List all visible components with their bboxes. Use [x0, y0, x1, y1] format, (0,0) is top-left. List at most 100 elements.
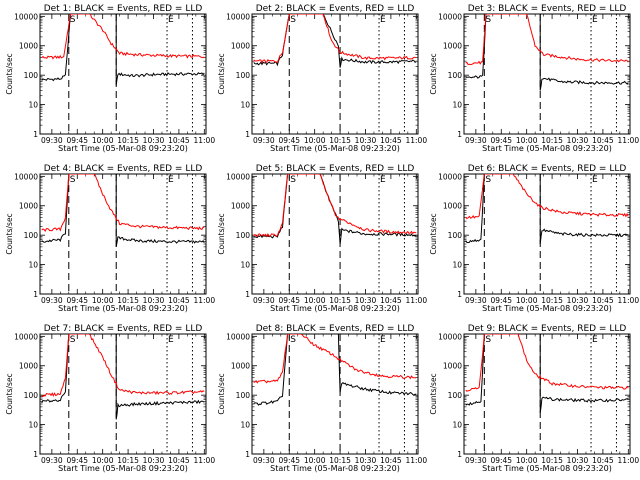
x-axis-label: Start Time (05-Mar-08 09:23:20): [58, 304, 188, 313]
end-marker: E: [168, 15, 174, 25]
plot-frame: [463, 333, 631, 455]
x-axis-label: Start Time (05-Mar-08 09:23:20): [270, 144, 400, 153]
x-axis-label: Start Time (05-Mar-08 09:23:20): [270, 464, 400, 473]
detector-panel: Det 6: BLACK = Events, RED = LLD 1 10 100 10…: [429, 164, 639, 313]
panel-title: Det 7: BLACK = Events, RED = LLD: [44, 324, 203, 334]
events-series-line: [253, 334, 417, 406]
x-tick-label: 09:45: [490, 456, 512, 465]
x-tick-label: 09:45: [66, 296, 88, 305]
x-tick-label: 09:30: [465, 296, 487, 305]
events-series-line: [465, 14, 629, 91]
y-tick-label: 1000: [19, 202, 38, 211]
x-tick-label: 09:45: [278, 296, 300, 305]
x-tick-label: 10:30: [143, 296, 165, 305]
detector-panel: Det 2: BLACK = Events, RED = LLD 1 10 100 10…: [217, 4, 427, 153]
x-tick-label: 11:00: [405, 136, 427, 145]
lld-series-line: [41, 174, 205, 232]
end-marker: E: [380, 335, 386, 345]
plot-frame: [251, 13, 419, 135]
y-axis-label: Counts/sec: [217, 53, 226, 94]
x-tick-label: 09:45: [490, 296, 512, 305]
start-marker: S: [290, 15, 296, 25]
x-tick-label: 11:00: [193, 296, 215, 305]
y-axis-label: Counts/sec: [217, 373, 226, 414]
x-tick-label: 10:15: [541, 136, 563, 145]
y-axis-label: Counts/sec: [5, 373, 14, 414]
end-marker: E: [380, 15, 386, 25]
x-tick-label: 10:45: [168, 456, 190, 465]
events-series-line: [41, 334, 205, 420]
x-tick-label: 10:00: [92, 296, 114, 305]
x-tick-label: 10:30: [567, 296, 589, 305]
detector-panel: Det 4: BLACK = Events, RED = LLD 1 10 100 10…: [5, 164, 215, 313]
plot-frame: [251, 173, 419, 295]
x-tick-label: 10:45: [168, 136, 190, 145]
x-tick-label: 10:30: [355, 456, 377, 465]
plot-frame: [463, 173, 631, 295]
start-marker: S: [70, 175, 76, 185]
y-tick-label: 10000: [226, 12, 250, 21]
detector-panel: Det 8: BLACK = Events, RED = LLD 1 10 100 10…: [217, 324, 427, 473]
x-tick-label: 10:15: [541, 456, 563, 465]
events-series-line: [253, 14, 417, 68]
y-tick-label: 1000: [231, 202, 250, 211]
y-tick-label: 1: [457, 450, 462, 459]
y-axis-label: Counts/sec: [429, 373, 438, 414]
x-tick-label: 10:15: [117, 296, 139, 305]
x-tick-label: 09:30: [41, 296, 63, 305]
detector-panel: Det 9: BLACK = Events, RED = LLD 1 10 100 10…: [429, 324, 639, 473]
x-axis-label: Start Time (05-Mar-08 09:23:20): [270, 304, 400, 313]
y-tick-label: 1000: [231, 362, 250, 371]
panel-title: Det 2: BLACK = Events, RED = LLD: [256, 4, 415, 14]
panel-title: Det 1: BLACK = Events, RED = LLD: [44, 4, 203, 14]
events-series-line: [465, 334, 629, 413]
x-tick-label: 10:30: [567, 456, 589, 465]
detector-panel: Det 5: BLACK = Events, RED = LLD 1 10 100 10…: [217, 164, 427, 313]
start-marker: S: [70, 335, 76, 345]
y-tick-label: 10000: [14, 12, 38, 21]
lld-series-line: [253, 334, 417, 384]
y-tick-label: 10: [452, 261, 462, 270]
x-tick-label: 10:45: [380, 456, 402, 465]
lld-series-line: [253, 14, 417, 64]
y-tick-label: 1: [457, 290, 462, 299]
y-axis-label: Counts/sec: [5, 213, 14, 254]
y-tick-label: 10: [240, 421, 250, 430]
panel-title: Det 4: BLACK = Events, RED = LLD: [44, 164, 203, 174]
x-tick-label: 09:30: [253, 136, 275, 145]
start-marker: S: [485, 15, 491, 25]
x-tick-label: 10:15: [329, 456, 351, 465]
x-tick-label: 10:45: [380, 136, 402, 145]
x-tick-label: 10:15: [541, 296, 563, 305]
y-axis-label: Counts/sec: [429, 53, 438, 94]
x-tick-label: 11:00: [193, 456, 215, 465]
y-tick-label: 100: [448, 231, 463, 240]
detector-panel: Det 3: BLACK = Events, RED = LLD 1 10 100 10…: [429, 4, 639, 153]
events-series-line: [41, 14, 205, 86]
start-marker: S: [485, 175, 491, 185]
y-tick-label: 10000: [226, 332, 250, 341]
x-tick-label: 11:00: [617, 296, 639, 305]
x-tick-label: 09:30: [465, 456, 487, 465]
x-tick-label: 10:00: [304, 296, 326, 305]
y-tick-label: 10000: [438, 12, 462, 21]
lld-series-line: [41, 14, 205, 60]
y-tick-label: 1000: [443, 42, 462, 51]
y-tick-label: 1000: [443, 202, 462, 211]
panel-title: Det 9: BLACK = Events, RED = LLD: [468, 324, 627, 334]
x-tick-label: 10:00: [304, 136, 326, 145]
y-tick-label: 100: [24, 391, 39, 400]
x-tick-label: 09:45: [66, 136, 88, 145]
x-tick-label: 09:30: [465, 136, 487, 145]
y-axis-label: Counts/sec: [429, 213, 438, 254]
x-tick-label: 09:45: [278, 456, 300, 465]
x-tick-label: 10:15: [329, 296, 351, 305]
y-tick-label: 1: [33, 290, 38, 299]
events-series-line: [465, 174, 629, 245]
events-series-line: [41, 174, 205, 247]
x-tick-label: 10:15: [117, 456, 139, 465]
lld-series-line: [465, 334, 629, 392]
y-tick-label: 100: [448, 71, 463, 80]
x-tick-label: 10:30: [355, 296, 377, 305]
